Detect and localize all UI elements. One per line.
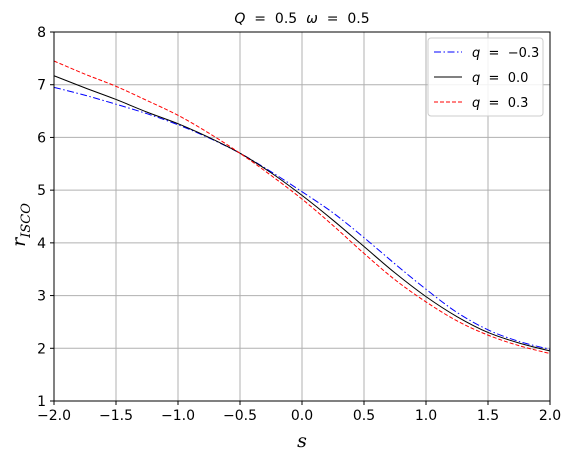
- y-axis-label: rISCO: [8, 203, 34, 247]
- series-line-1: [53, 75, 551, 352]
- legend-label: q = 0.0: [472, 71, 528, 86]
- tick-layer: −2.0 −1.5 −1.0 −0.5 0.0 0.5 1.0 1.5 2.0 1 2 3 4 5 6 7 8: [37, 25, 561, 424]
- y-tick-label: 3: [37, 289, 46, 305]
- x-tick-label: 1.5: [477, 408, 499, 424]
- y-tick-label: 5: [37, 183, 46, 199]
- svg-text:rISCO: rISCO: [8, 203, 34, 247]
- x-tick-label: −0.5: [223, 408, 257, 424]
- legend: q = −0.3 q = 0.0 q = 0.3: [427, 37, 544, 117]
- y-tick-label: 4: [37, 236, 46, 252]
- x-tick-label: 0.0: [291, 408, 313, 424]
- x-tick-label: −2.0: [37, 408, 71, 424]
- x-tick-label: 1.0: [415, 408, 437, 424]
- y-axis-label-subscript: ISCO: [19, 203, 34, 239]
- plot-area: [53, 60, 551, 355]
- legend-label: q = 0.3: [472, 96, 528, 111]
- chart-title: Q = 0.5 ω = 0.5: [234, 11, 369, 27]
- y-tick-label: 6: [37, 130, 46, 146]
- x-axis-label: s: [297, 430, 307, 452]
- legend-frame: [427, 37, 544, 117]
- y-tick-label: 2: [37, 341, 46, 357]
- y-tick-label: 8: [37, 25, 46, 41]
- y-axis-label-main: r: [8, 236, 30, 247]
- legend-label: q = −0.3: [472, 46, 539, 61]
- y-tick-label: 7: [37, 78, 46, 94]
- x-tick-label: −1.5: [99, 408, 133, 424]
- y-tick-label: 1: [37, 394, 46, 410]
- series-line-2: [53, 60, 551, 355]
- x-tick-label: 0.5: [353, 408, 375, 424]
- x-tick-label: −1.0: [161, 408, 195, 424]
- series-line-0: [53, 86, 551, 350]
- x-tick-label: 2.0: [539, 408, 561, 424]
